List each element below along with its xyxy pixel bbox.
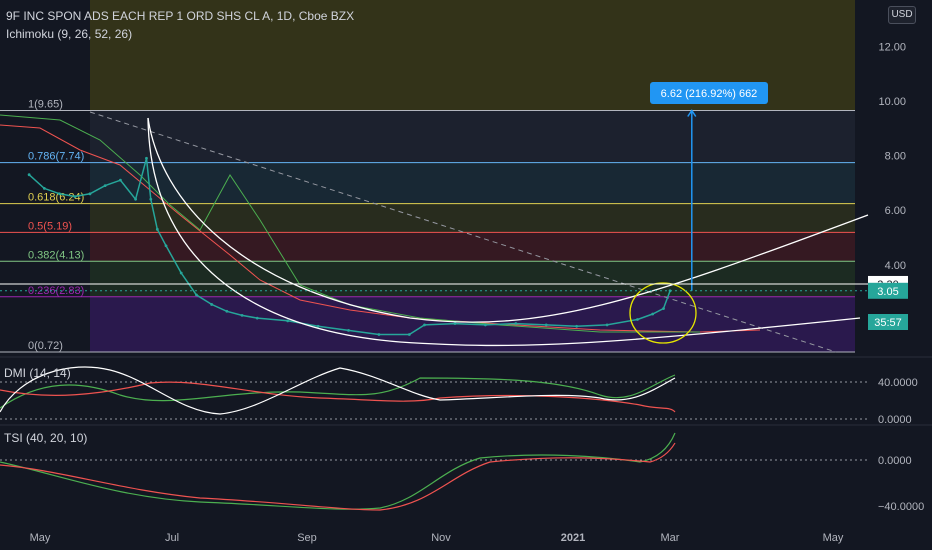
tsi-label: TSI (40, 20, 10) (4, 431, 88, 445)
price-point (225, 309, 229, 313)
price-point (58, 192, 61, 196)
price-point (636, 318, 639, 321)
fib-zone-1 (90, 110, 855, 163)
highlight-circle (629, 282, 697, 344)
price-point (407, 333, 411, 336)
price-point (347, 328, 350, 332)
fib-label-0.618: 0.618(6.24) (28, 192, 84, 204)
price-point (316, 324, 320, 328)
fib-label-1: 1(9.65) (28, 99, 63, 111)
y-tick-label: 10.00 (878, 96, 906, 108)
price-point (145, 156, 148, 160)
price-point (42, 186, 46, 190)
y-tick-label: 8.00 (885, 151, 906, 163)
price-point (103, 184, 107, 188)
tsi-signal-line (0, 442, 676, 511)
price-point (149, 197, 153, 201)
price-point (605, 323, 609, 327)
ichimoku-label: Ichimoku (9, 26, 52, 26) (6, 27, 133, 41)
symbol-title: 9F INC SPON ADS EACH REP 1 ORD SHS CL A,… (6, 9, 355, 23)
price-marker-label: 3.05 (877, 286, 898, 298)
price-point (575, 324, 579, 328)
price-point (377, 333, 381, 336)
measure-arrowhead (687, 109, 697, 117)
price-point (255, 316, 259, 320)
price-point (286, 319, 290, 323)
price-point (73, 195, 77, 198)
ichimoku-base-line (0, 124, 761, 333)
y-tick-label: 6.00 (885, 205, 906, 217)
price-point (164, 244, 168, 248)
tsi-tick-label: −40.0000 (878, 501, 924, 513)
x-tick-label: Sep (297, 532, 317, 544)
tsi-line (0, 432, 676, 510)
price-point (27, 173, 31, 177)
price-point (195, 293, 198, 297)
dmi-plus-line (0, 374, 676, 409)
currency-badge[interactable]: USD (888, 6, 916, 24)
dmi-tick-label: 0.0000 (878, 414, 912, 426)
x-tick-label: Mar (661, 532, 680, 544)
price-point (544, 323, 548, 327)
fib-zone-0.5 (90, 232, 855, 262)
dmi-minus-line (0, 381, 676, 413)
price-point (651, 312, 655, 316)
price-point (118, 178, 122, 182)
tsi-tick-label: 0.0000 (878, 455, 912, 467)
x-tick-label: May (30, 532, 51, 544)
fib-label-0.786: 0.786(7.74) (28, 151, 84, 163)
measure-label-box (650, 82, 768, 104)
y-tick-label: 4.00 (885, 260, 906, 272)
ichimoku-leading-line (0, 114, 700, 333)
price-point (514, 322, 518, 325)
price-point (453, 322, 457, 325)
price-point (662, 307, 665, 310)
price-point (423, 323, 426, 327)
price-point (88, 192, 92, 196)
dmi-tick-label: 40.0000 (878, 377, 918, 389)
price-point (155, 227, 159, 231)
price-point (134, 197, 137, 201)
cup-lower-arc (147, 117, 861, 347)
price-point (179, 271, 183, 275)
price-point (240, 313, 244, 317)
x-tick-label: Jul (165, 532, 179, 544)
fib-label-0: 0(0.72) (28, 340, 63, 352)
fib-zone-0.786 (90, 162, 855, 204)
dmi-label: DMI (14, 14) (4, 366, 71, 380)
countdown-label: 35:57 (874, 317, 902, 329)
dmi-adx-line (0, 366, 676, 415)
countdown-box (868, 314, 908, 330)
x-tick-label: 2021 (561, 532, 585, 544)
price-line (28, 158, 671, 336)
price-marker-box (868, 282, 908, 299)
x-tick-label: May (823, 532, 844, 544)
fib-label-0.5: 0.5(5.19) (28, 220, 72, 232)
fib-zone-0.618 (90, 203, 855, 233)
fib-label-0.382: 0.382(4.13) (28, 249, 84, 261)
price-point (210, 303, 214, 306)
price-point (483, 323, 487, 327)
trend-line (89, 111, 837, 353)
measure-label: 6.62 (216.92%) 662 (661, 88, 758, 100)
y-tick-label: 12.00 (878, 41, 906, 53)
fib-zone-0.382 (90, 261, 855, 297)
x-tick-label: Nov (431, 532, 451, 544)
